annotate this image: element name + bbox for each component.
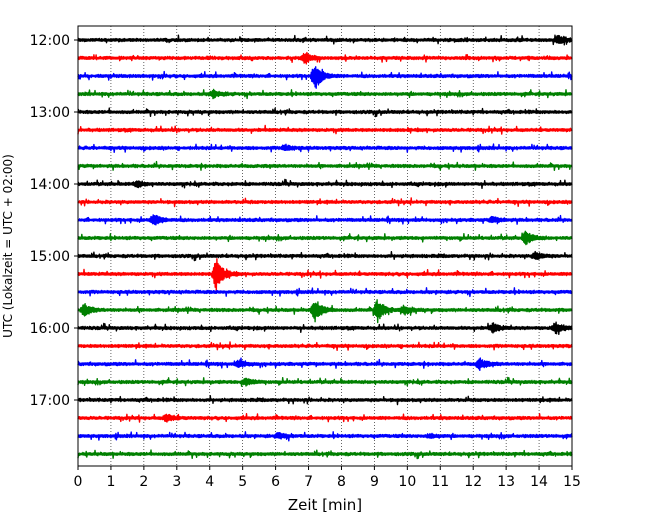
x-tick-label: 0: [74, 474, 83, 490]
trace-1545: [77, 299, 573, 324]
y-tick-label: 12:00: [30, 33, 70, 49]
trace-1330: [77, 143, 573, 153]
trace-1615: [77, 341, 573, 351]
trace-1715: [77, 413, 573, 423]
x-tick-label: 14: [530, 474, 548, 490]
trace-1430: [77, 214, 573, 226]
x-tick-label: 4: [205, 474, 214, 490]
seismogram-traces: [77, 34, 573, 460]
x-axis: 0 1 2 3 4 5 6 7 8 9 10 11 12 13 14 15: [74, 466, 581, 490]
trace-1530: [77, 287, 573, 298]
y-tick-label: 17:00: [30, 393, 70, 409]
trace-1400: [77, 178, 573, 189]
trace-1200: [77, 34, 573, 46]
trace-1515: [77, 258, 573, 293]
trace-1600: [77, 321, 573, 335]
trace-1745: [77, 449, 573, 460]
x-axis-label: Zeit [min]: [288, 496, 362, 514]
trace-1300: [77, 107, 573, 118]
trace-1645: [77, 376, 573, 387]
trace-1245: [77, 88, 573, 100]
x-tick-label: 5: [238, 474, 247, 490]
y-tick-label: 14:00: [30, 177, 70, 193]
plot-frame: [77, 25, 573, 467]
y-tick-label: 15:00: [30, 249, 70, 265]
x-tick-label: 6: [271, 474, 280, 490]
y-axis: 12:00 13:00 14:00 15:00 16:00 17:00: [30, 33, 78, 409]
x-tick-label: 11: [431, 474, 449, 490]
x-tick-label: 15: [563, 474, 581, 490]
trace-1315: [77, 124, 573, 135]
trace-1730: [77, 431, 573, 442]
trace-1415: [77, 197, 573, 208]
x-tick-label: 3: [172, 474, 181, 490]
x-tick-label: 9: [370, 474, 379, 490]
x-grid: [110, 26, 540, 466]
trace-1230: [77, 66, 573, 89]
x-tick-label: 13: [497, 474, 515, 490]
x-tick-label: 7: [304, 474, 313, 490]
trace-1700: [77, 395, 573, 406]
x-tick-label: 12: [464, 474, 482, 490]
trace-1500: [77, 250, 573, 262]
trace-1630: [77, 357, 573, 371]
x-tick-label: 2: [139, 474, 148, 490]
y-tick-label: 13:00: [30, 105, 70, 121]
trace-1345: [77, 160, 573, 171]
y-tick-label: 16:00: [30, 321, 70, 337]
trace-1215: [77, 51, 573, 65]
x-tick-label: 1: [106, 474, 115, 490]
x-tick-label: 10: [398, 474, 416, 490]
trace-1445: [77, 230, 573, 246]
y-axis-label: UTC (Lokalzeit = UTC + 02:00): [1, 154, 15, 338]
x-tick-label: 8: [337, 474, 346, 490]
